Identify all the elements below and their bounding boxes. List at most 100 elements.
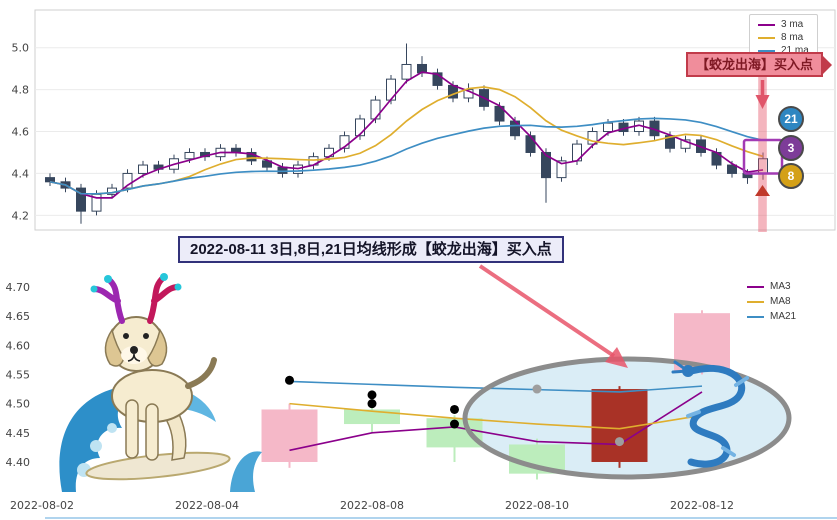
candle [355,118,365,137]
ma-line-21 [49,117,764,195]
dragon-antler-right [147,274,181,324]
candle [184,151,195,160]
legend-label: MA8 [770,296,791,307]
candle [45,177,55,183]
legend-swatch-icon [758,23,775,26]
scatter-marker [532,384,542,394]
dog-front-leg [125,399,139,459]
legend-swatch-icon [747,300,764,303]
tick-label: 4.6 [12,126,30,139]
ma-badge-21: 21 [778,105,804,132]
buy-point-vertical-band [758,66,767,232]
pattern-description-callout: 2022-08-11 3日,8日,21日均线形成【蛟龙出海】买入点 [178,236,564,263]
tick-label: 4.70 [6,281,31,294]
dragon-whiskers [671,360,690,374]
legend-label: MA21 [770,311,797,322]
scatter-marker [285,375,294,385]
tick-label: 4.65 [6,310,31,323]
top-plot-frame [34,9,836,231]
tick-label: 5.0 [12,42,30,55]
dog-hind-leg [162,406,187,461]
candle [680,139,691,149]
tick-label: 4.45 [6,427,31,440]
legend-label: 3 ma [781,19,804,30]
candle [525,135,536,153]
buy-triangle-marker-icon [755,185,770,196]
highlight-ellipse-outline [462,356,792,480]
candle [246,151,257,162]
highlight-ellipse-border [462,356,792,480]
candle [370,99,381,120]
bottom-zoom-chart: 4.40 4.45 4.50 4.55 4.60 4.65 4.70 2022-08-02 20… [6,281,734,512]
candle [587,131,598,145]
candle [122,172,133,189]
tick-label: 2022-08-10 [505,499,569,512]
tick-label: 2022-08-08 [340,499,404,512]
antler-tip [160,273,168,281]
ma-badge-8: 8 [778,162,804,189]
candle [339,135,350,149]
dog-tail [185,357,217,389]
tick-label: 2022-08-12 [670,499,734,512]
tick-label: 4.60 [6,339,31,352]
buy-point-callout-text: 【蛟龙出海】买入点 [695,57,813,72]
dragon-body [684,364,746,468]
candle [138,164,148,174]
candle [541,151,551,179]
pattern-description-text: 2022-08-11 3日,8日,21日均线形成【蛟龙出海】买入点 [190,241,552,258]
scatter-marker [367,399,377,409]
legend-swatch-icon [758,36,775,39]
dog-mouth [127,353,141,362]
wave-small [230,451,262,492]
dog-ear [104,328,125,367]
legend-swatch-icon [758,49,775,52]
legend-item-3-ma: 3 ma [758,19,809,30]
legend-label: MA3 [770,281,791,292]
dog-eye [143,333,149,339]
candle [261,409,318,462]
arrow-tip-icon [821,53,832,76]
ma-line-ma3 [289,391,703,452]
legend-item-ma21: MA21 [747,311,796,322]
surfing-dog-illustration [59,273,262,492]
candle [603,122,613,133]
tick-label: 2022-08-04 [175,499,239,512]
legend-swatch-icon [747,315,764,318]
candle [727,164,737,174]
tick-label: 4.4 [12,167,30,180]
legend-item-ma3: MA3 [747,281,796,292]
scatter-marker [367,390,377,400]
callout-arrow-shaft [478,264,616,358]
foam-bubble [107,423,117,433]
legend-label: 21 ma [781,45,809,56]
legend-item-8-ma: 8 ma [758,32,809,43]
scatter-marker [450,404,459,414]
scatter-marker [615,437,624,447]
dragon-fins [686,376,749,457]
antler-tip [90,285,98,293]
tick-label: 4.2 [12,209,30,222]
tick-label: 4.55 [6,368,31,381]
ma-line-ma21 [289,380,703,393]
dragon-illustration [671,360,749,468]
legend-swatch-icon [747,285,764,288]
antler-tip [104,275,112,283]
top-kline-chart: 4.2 4.4 4.6 4.8 5.0 [12,9,836,231]
dog-front-leg [145,403,159,461]
bottom-chart-legend: MA3 MA8 MA21 [747,281,796,322]
dog-nose [130,346,138,354]
tick-label: 4.40 [6,456,31,469]
tick-label: 4.50 [6,398,31,411]
antler-tip [174,283,182,291]
legend-item-21-ma: 21 ma [758,45,809,56]
scatter-marker [450,419,459,429]
candle [76,187,86,212]
ma-line-3 [49,71,764,199]
dog-eye [123,333,129,339]
legend-label: 8 ma [781,32,804,43]
ma-line-ma8 [289,402,703,430]
candle [401,63,412,80]
ma-badge-3: 3 [778,135,804,162]
